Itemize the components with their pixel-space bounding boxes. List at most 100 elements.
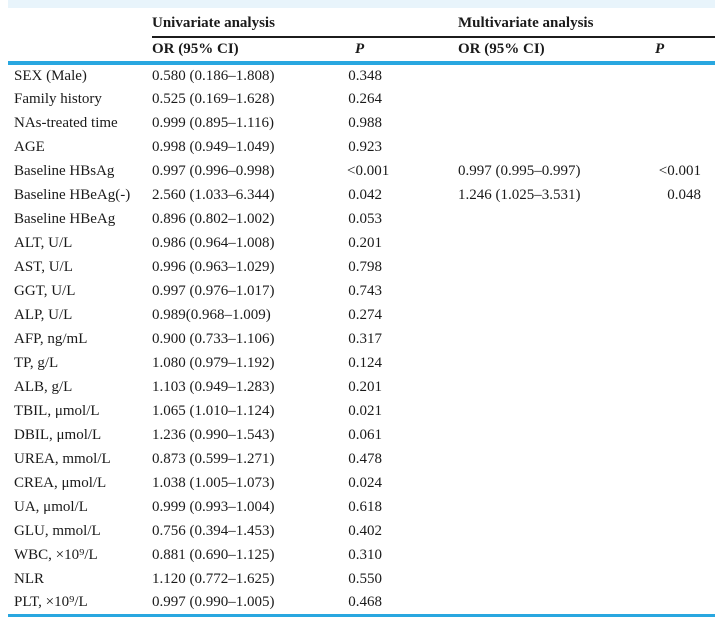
table-row: ALB, g/L 1.103 (0.949–1.283) 0.201 xyxy=(8,375,715,399)
cell-univariate-or: 0.989(0.968–1.009) xyxy=(152,306,271,323)
cell-multivariate-or xyxy=(390,279,653,303)
cell-multivariate-or xyxy=(390,87,653,111)
cell-multivariate-p xyxy=(653,255,715,279)
cell-univariate-or: 0.873 (0.599–1.271) xyxy=(152,450,275,467)
cell-univariate-p: 0.798 xyxy=(348,258,382,275)
cell-variable-label: UREA, mmol/L xyxy=(14,450,111,467)
cell-variable-label: DBIL, μmol/L xyxy=(14,426,102,443)
cell-univariate-or: 0.900 (0.733–1.106) xyxy=(152,330,275,347)
cell-univariate-or: 0.881 (0.690–1.125) xyxy=(152,546,275,563)
cell-univariate-p: 0.743 xyxy=(348,282,382,299)
cell-univariate-or: 0.986 (0.964–1.008) xyxy=(152,234,275,251)
cell-multivariate-or xyxy=(390,375,653,399)
cell-univariate-or: 0.998 (0.949–1.049) xyxy=(152,138,275,155)
cell-multivariate-or: 1.246 (1.025–3.531) xyxy=(458,186,581,203)
table-row: AGE 0.998 (0.949–1.049) 0.923 xyxy=(8,135,715,159)
cell-univariate-p: 0.264 xyxy=(348,90,382,107)
cell-multivariate-p xyxy=(653,495,715,519)
cell-multivariate-p xyxy=(653,327,715,351)
cell-multivariate-or xyxy=(390,111,653,135)
cell-univariate-p: 0.618 xyxy=(348,498,382,515)
subheader-p-univariate: P xyxy=(347,37,390,65)
table-row: DBIL, μmol/L 1.236 (0.990–1.543) 0.061 xyxy=(8,423,715,447)
cell-multivariate-or xyxy=(390,519,653,543)
cell-univariate-or: 0.999 (0.993–1.004) xyxy=(152,498,275,515)
cell-univariate-or: 1.103 (0.949–1.283) xyxy=(152,378,275,395)
cell-univariate-or: 0.996 (0.963–1.029) xyxy=(152,258,275,275)
cell-variable-label: ALT, U/L xyxy=(14,234,73,251)
cell-multivariate-or xyxy=(390,63,653,87)
cell-variable-label: Baseline HBeAg(-) xyxy=(14,186,131,203)
table-body: SEX (Male) 0.580 (0.186–1.808) 0.348 Family… xyxy=(8,63,715,615)
cell-variable-label: Baseline HBeAg xyxy=(14,210,116,227)
cell-univariate-p: 0.053 xyxy=(348,210,382,227)
cell-multivariate-or xyxy=(390,351,653,375)
table-row: ALP, U/L 0.989(0.968–1.009) 0.274 xyxy=(8,303,715,327)
cell-multivariate-or xyxy=(390,399,653,423)
cell-univariate-p: 0.201 xyxy=(348,234,382,251)
cell-univariate-p: 0.348 xyxy=(348,67,382,84)
cell-univariate-or: 0.999 (0.895–1.116) xyxy=(152,114,274,131)
cell-multivariate-p xyxy=(653,279,715,303)
cell-multivariate-p xyxy=(653,207,715,231)
cell-multivariate-or xyxy=(390,423,653,447)
cell-multivariate-or xyxy=(390,255,653,279)
table-row: NLR 1.120 (0.772–1.625) 0.550 xyxy=(8,567,715,591)
cell-variable-label: TBIL, μmol/L xyxy=(14,402,100,419)
table-header: Univariate analysis Multivariate analysi… xyxy=(8,13,716,65)
table-row: UREA, mmol/L 0.873 (0.599–1.271) 0.478 xyxy=(8,447,715,471)
subheader-row: OR (95% CI) P OR (95% CI) P xyxy=(8,37,716,65)
cell-univariate-p: <0.001 xyxy=(347,162,390,179)
cell-variable-label: GLU, mmol/L xyxy=(14,522,101,539)
cell-multivariate-p xyxy=(653,567,715,591)
cell-multivariate-p xyxy=(653,519,715,543)
cell-univariate-p: 0.478 xyxy=(348,450,382,467)
cell-variable-label: ALB, g/L xyxy=(14,378,73,395)
table-row: SEX (Male) 0.580 (0.186–1.808) 0.348 xyxy=(8,63,715,87)
cell-variable-label: WBC, ×10⁹/L xyxy=(14,546,98,563)
cell-multivariate-or xyxy=(390,543,653,567)
table-row: AST, U/L 0.996 (0.963–1.029) 0.798 xyxy=(8,255,715,279)
paper-table-figure: Univariate analysis Multivariate analysi… xyxy=(8,0,716,617)
table-row: Baseline HBeAg(-) 2.560 (1.033–6.344) 0.04… xyxy=(8,183,715,207)
cell-univariate-or: 0.997 (0.976–1.017) xyxy=(152,282,275,299)
cell-multivariate-or xyxy=(390,567,653,591)
cell-multivariate-or xyxy=(390,327,653,351)
cell-univariate-or: 1.065 (1.010–1.124) xyxy=(152,402,275,419)
group-header-row: Univariate analysis Multivariate analysi… xyxy=(8,13,716,38)
table-row: ALT, U/L 0.986 (0.964–1.008) 0.201 xyxy=(8,231,715,255)
table-row: GLU, mmol/L 0.756 (0.394–1.453) 0.402 xyxy=(8,519,715,543)
table-row: Family history 0.525 (0.169–1.628) 0.264 xyxy=(8,87,715,111)
cell-univariate-p: 0.021 xyxy=(348,402,382,419)
group-header-univariate: Univariate analysis xyxy=(152,13,390,38)
cell-multivariate-or xyxy=(390,207,653,231)
cell-multivariate-p xyxy=(653,423,715,447)
cell-multivariate-p xyxy=(653,591,715,615)
cell-univariate-p: 0.402 xyxy=(348,522,382,539)
cell-multivariate-or xyxy=(390,231,653,255)
subheader-or-univariate: OR (95% CI) xyxy=(152,37,347,65)
cell-univariate-p: 0.201 xyxy=(348,378,382,395)
cell-multivariate-p xyxy=(653,471,715,495)
table-row: WBC, ×10⁹/L 0.881 (0.690–1.125) 0.310 xyxy=(8,543,715,567)
cell-univariate-or: 0.756 (0.394–1.453) xyxy=(152,522,275,539)
cell-variable-label: UA, μmol/L xyxy=(14,498,88,515)
cell-univariate-p: 0.124 xyxy=(348,354,382,371)
cell-univariate-or: 0.997 (0.990–1.005) xyxy=(152,593,275,610)
group-header-spacer xyxy=(8,13,152,37)
cell-univariate-p: 0.310 xyxy=(348,546,382,563)
cell-multivariate-or xyxy=(390,447,653,471)
table-row: TP, g/L 1.080 (0.979–1.192) 0.124 xyxy=(8,351,715,375)
top-accent-bar xyxy=(8,0,715,8)
cell-multivariate-p xyxy=(653,135,715,159)
table-row: UA, μmol/L 0.999 (0.993–1.004) 0.618 xyxy=(8,495,715,519)
cell-multivariate-p xyxy=(653,351,715,375)
cell-univariate-p: 0.274 xyxy=(348,306,382,323)
subheader-or-multivariate: OR (95% CI) xyxy=(390,37,653,65)
cell-variable-label: Family history xyxy=(14,90,102,107)
cell-univariate-p: 0.468 xyxy=(348,593,382,610)
cell-multivariate-or xyxy=(390,135,653,159)
group-header-multivariate: Multivariate analysis xyxy=(390,13,716,38)
table-row: Baseline HBeAg 0.896 (0.802–1.002) 0.053 xyxy=(8,207,715,231)
cell-multivariate-p xyxy=(653,111,715,135)
